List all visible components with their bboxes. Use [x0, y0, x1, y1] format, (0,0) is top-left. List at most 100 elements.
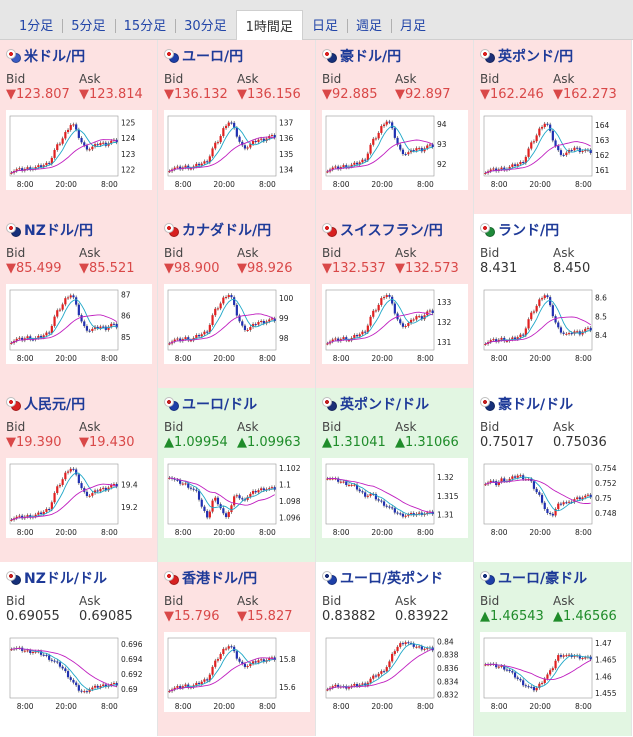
candle: [576, 495, 579, 501]
price-chart[interactable]: 0.754 0.752 0.75 0.748 8:00 20:00 8:00: [480, 458, 626, 538]
chart-frame: [9, 115, 119, 177]
pair-link[interactable]: ランド/円: [480, 220, 626, 240]
candle: [418, 510, 421, 516]
pair-link[interactable]: 英ポンド/ドル: [322, 394, 468, 414]
candle: [88, 493, 91, 498]
price-chart[interactable]: 100 99 98 8:00 20:00 8:00: [164, 284, 310, 364]
candle: [551, 666, 554, 673]
pair-link[interactable]: ユーロ/豪ドル: [480, 568, 626, 588]
candle: [543, 293, 546, 300]
pair-link[interactable]: 米ドル/円: [6, 46, 152, 66]
price-chart[interactable]: 94 93 92 8:00 20:00 8:00: [322, 110, 468, 190]
candle: [224, 295, 228, 300]
pair-link[interactable]: 人民元/円: [6, 394, 152, 414]
y-tick-label: 136: [279, 134, 294, 143]
candle: [527, 684, 530, 689]
candle: [227, 120, 230, 128]
candle: [21, 166, 24, 173]
pair-link[interactable]: ユーロ/円: [164, 46, 310, 66]
moving-average-long: [485, 316, 591, 345]
tab-5min[interactable]: 5分足: [62, 10, 114, 40]
bid-value: ▼136.132: [164, 87, 228, 102]
pair-link[interactable]: ユーロ/ドル: [164, 394, 310, 414]
chart-frame: [9, 289, 119, 351]
ask-block: Ask ▼98.926: [237, 246, 310, 279]
ask-label: Ask: [395, 246, 417, 260]
candle: [173, 477, 176, 482]
quote-row: Bid 0.83882 Ask 0.83922: [322, 594, 468, 627]
x-tick-label: 8:00: [491, 354, 508, 363]
candle: [565, 653, 568, 658]
candle: [246, 664, 249, 669]
moving-average-short: [169, 477, 275, 511]
bid-block: Bid ▼136.132: [164, 72, 237, 105]
bid-value: ▼123.807: [6, 87, 70, 102]
price-chart[interactable]: 8.6 8.5 8.4 8:00 20:00 8:00: [480, 284, 626, 364]
candle: [388, 119, 391, 125]
candle: [407, 640, 410, 645]
candle: [45, 653, 48, 658]
candle: [227, 510, 230, 519]
bid-label: Bid: [480, 72, 500, 86]
pair-link[interactable]: 香港ドル/円: [164, 568, 310, 588]
candle: [431, 308, 434, 315]
candle: [173, 685, 176, 692]
candle: [497, 480, 500, 487]
tab-daily[interactable]: 日足: [311, 19, 338, 34]
pair-link[interactable]: スイスフラン/円: [322, 220, 468, 240]
candle: [369, 314, 372, 328]
bid-value: ▼15.796: [164, 609, 220, 624]
candle: [495, 337, 498, 344]
pair-link[interactable]: 豪ドル/円: [322, 46, 468, 66]
candle: [69, 675, 72, 682]
tab-30min[interactable]: 30分足: [175, 10, 236, 40]
candle: [222, 126, 225, 138]
candle: [246, 495, 249, 502]
price-chart[interactable]: 15.8 15.6 8:00 20:00 8:00: [164, 632, 310, 712]
moving-average-short: [11, 472, 117, 521]
candle: [42, 163, 45, 169]
flag-base-icon: [480, 571, 490, 581]
ask-block: Ask ▼123.814: [79, 72, 152, 105]
moving-average-short: [169, 648, 275, 692]
bid-block: Bid ▼132.537: [322, 246, 395, 279]
tab-15min[interactable]: 15分足: [114, 10, 176, 40]
moving-average-long: [485, 141, 591, 174]
price-chart[interactable]: 87 86 85 8:00 20:00 8:00: [6, 284, 152, 364]
tab-monthly[interactable]: 月足: [390, 10, 435, 40]
tab-weekly[interactable]: 週足: [346, 10, 391, 40]
ask-value: 8.450: [553, 261, 591, 276]
bid-value: 0.69055: [6, 609, 60, 624]
candle: [404, 324, 407, 329]
tab-1hour[interactable]: 1時間足: [235, 10, 303, 41]
candle: [45, 507, 48, 514]
pair-link[interactable]: カナダドル/円: [164, 220, 310, 240]
price-chart[interactable]: 19.4 19.2 8:00 20:00 8:00: [6, 458, 152, 538]
candle: [391, 120, 394, 130]
pair-link[interactable]: NZドル/ドル: [6, 568, 152, 588]
candle: [551, 303, 554, 318]
moving-average-short: [485, 655, 591, 688]
candle: [382, 669, 386, 674]
candle: [495, 166, 498, 173]
tab-1min[interactable]: 1分足: [19, 19, 54, 34]
pair-link[interactable]: 英ポンド/円: [480, 46, 626, 66]
ask-block: Ask ▼132.573: [395, 246, 468, 279]
pair-link[interactable]: ユーロ/英ポンド: [322, 568, 468, 588]
y-tick-label: 19.2: [121, 503, 138, 512]
moving-average-short: [169, 126, 275, 172]
candle: [423, 647, 426, 652]
candle: [216, 495, 220, 506]
pair-link[interactable]: NZドル/円: [6, 220, 152, 240]
chart-frame: [167, 289, 277, 351]
pair-link[interactable]: 豪ドル/ドル: [480, 394, 626, 414]
